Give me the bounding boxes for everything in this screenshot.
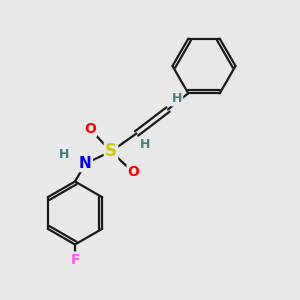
Text: H: H bbox=[172, 92, 182, 106]
Text: H: H bbox=[140, 137, 151, 151]
Text: O: O bbox=[128, 166, 140, 179]
Text: O: O bbox=[84, 122, 96, 136]
Text: N: N bbox=[79, 156, 92, 171]
Text: F: F bbox=[70, 253, 80, 266]
Text: H: H bbox=[59, 148, 70, 161]
Text: S: S bbox=[105, 142, 117, 160]
